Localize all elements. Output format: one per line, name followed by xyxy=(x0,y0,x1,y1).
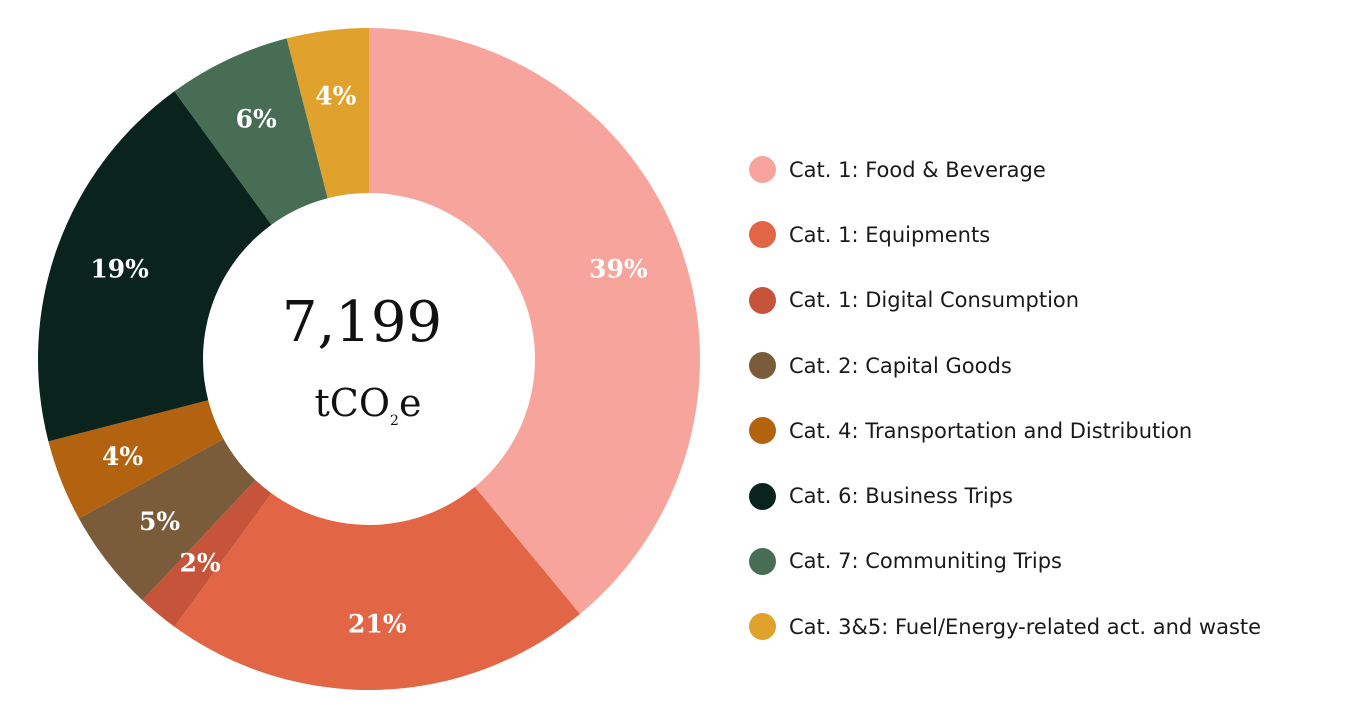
legend-label-3: Cat. 2: Capital Goods xyxy=(789,353,1012,378)
legend: Cat. 1: Food & Beverage Cat. 1: Equipment… xyxy=(749,137,1349,659)
donut-slice-2 xyxy=(142,480,272,627)
center-unit: tCO2e xyxy=(315,381,422,429)
center-summary: 7,199 tCO2e xyxy=(282,290,442,429)
center-total: 7,199 xyxy=(282,290,442,355)
legend-label-0: Cat. 1: Food & Beverage xyxy=(789,157,1046,182)
legend-swatch-7 xyxy=(749,613,776,641)
legend-swatch-2 xyxy=(749,286,776,314)
slice-label-6: 6% xyxy=(236,105,277,134)
legend-item-5: Cat. 6: Business Trips xyxy=(749,463,1349,528)
legend-item-6: Cat. 7: Communiting Trips xyxy=(749,529,1349,594)
donut-slice-3 xyxy=(78,438,256,601)
donut-slice-6 xyxy=(174,38,328,225)
legend-item-7: Cat. 3&5: Fuel/Energy-related act. and w… xyxy=(749,594,1349,659)
legend-item-4: Cat. 4: Transportation and Distribution xyxy=(749,398,1349,463)
legend-label-7: Cat. 3&5: Fuel/Energy-related act. and w… xyxy=(789,614,1262,639)
center-unit-subscript: 2 xyxy=(390,413,399,429)
slice-label-4: 4% xyxy=(102,442,143,471)
legend-swatch-5 xyxy=(749,482,776,510)
donut-slice-1 xyxy=(174,486,580,690)
slice-label-3: 5% xyxy=(139,507,180,536)
donut-slice-labels: 39% 21% 2%5% 4% 19% 6% 4% xyxy=(90,82,647,639)
slice-label-0: 39% xyxy=(589,255,648,284)
center-unit-main: tCO xyxy=(315,381,391,425)
legend-swatch-1 xyxy=(749,221,776,249)
legend-item-3: Cat. 2: Capital Goods xyxy=(749,333,1349,398)
slice-label-5: 19% xyxy=(90,255,149,284)
legend-swatch-0 xyxy=(749,156,776,184)
legend-label-1: Cat. 1: Equipments xyxy=(789,222,991,247)
donut-slice-0 xyxy=(369,28,700,615)
legend-swatch-4 xyxy=(749,417,776,445)
legend-label-2: Cat. 1: Digital Consumption xyxy=(789,288,1080,313)
slice-label-1: 21% xyxy=(348,609,407,638)
donut-slices xyxy=(37,28,700,690)
slice-label-2: 2% xyxy=(180,549,221,578)
donut-slice-4 xyxy=(48,400,224,519)
legend-item-0: Cat. 1: Food & Beverage xyxy=(749,137,1349,202)
donut-slice-7 xyxy=(286,28,369,199)
donut-slice-5 xyxy=(37,91,272,442)
legend-label-6: Cat. 7: Communiting Trips xyxy=(789,549,1062,574)
legend-swatch-3 xyxy=(749,352,776,380)
legend-item-2: Cat. 1: Digital Consumption xyxy=(749,268,1349,333)
legend-item-1: Cat. 1: Equipments xyxy=(749,202,1349,267)
legend-swatch-6 xyxy=(749,547,776,575)
center-unit-end: e xyxy=(399,381,422,425)
slice-label-7: 4% xyxy=(315,82,356,111)
legend-label-4: Cat. 4: Transportation and Distribution xyxy=(789,418,1193,443)
legend-label-5: Cat. 6: Business Trips xyxy=(789,484,1013,509)
donut-chart: 39% 21% 2%5% 4% 19% 6% 4% 7,199 tCO2e xyxy=(37,28,700,690)
